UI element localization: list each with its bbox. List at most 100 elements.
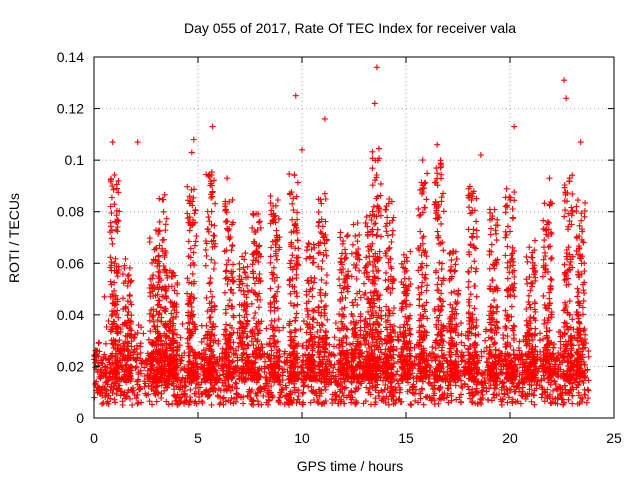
data-point: [585, 377, 592, 384]
data-point: [252, 390, 259, 397]
data-point: [468, 399, 475, 405]
data-point: [469, 386, 476, 393]
data-point: [531, 401, 538, 408]
data-point: [275, 397, 282, 404]
data-point: [250, 274, 257, 281]
data-point: [331, 334, 338, 341]
data-point: [498, 401, 505, 408]
data-point: [275, 283, 282, 290]
data-point: [169, 400, 176, 407]
data-point: [483, 326, 490, 333]
data-point: [134, 342, 140, 349]
data-point: [236, 260, 243, 267]
data-point: [417, 390, 424, 397]
data-point: [265, 398, 272, 404]
data-point: [114, 273, 121, 280]
data-point: [315, 219, 322, 226]
data-point: [524, 391, 531, 398]
data-point: [522, 332, 529, 339]
data-point: [418, 283, 425, 290]
data-point: [555, 386, 562, 393]
data-point: [140, 330, 147, 337]
data-point: [504, 399, 511, 406]
data-point: [264, 363, 271, 370]
data-point: [306, 254, 313, 261]
data-point: [461, 381, 468, 388]
data-point: [288, 257, 294, 264]
data-point: [110, 186, 117, 193]
data-point: [310, 308, 317, 314]
data-point: [448, 397, 455, 404]
data-point: [225, 382, 232, 388]
data-point: [344, 288, 351, 295]
data-point: [376, 393, 382, 400]
data-point: [298, 370, 305, 377]
data-point: [164, 275, 171, 281]
data-point: [228, 247, 235, 254]
data-point: [171, 392, 178, 399]
data-point: [326, 341, 333, 348]
data-point: [584, 366, 591, 373]
data-point: [212, 200, 219, 207]
data-point: [547, 391, 553, 398]
data-point: [436, 214, 442, 221]
data-point: [537, 330, 543, 337]
data-point: [343, 394, 350, 401]
data-point: [261, 368, 268, 375]
data-point: [585, 353, 592, 360]
data-point: [318, 276, 325, 283]
data-point: [423, 196, 430, 203]
data-point: [386, 195, 393, 202]
data-point: [555, 328, 562, 335]
data-point: [383, 269, 389, 276]
data-point: [191, 390, 198, 397]
data-point: [117, 388, 124, 395]
data-point: [466, 390, 473, 397]
data-point: [400, 251, 407, 258]
data-point: [120, 295, 126, 302]
data-point: [434, 228, 441, 235]
data-point: [215, 393, 222, 400]
data-point: [222, 398, 229, 405]
data-point: [415, 284, 422, 291]
data-point: [289, 200, 296, 207]
data-point: [248, 300, 255, 307]
data-point: [149, 385, 155, 392]
data-point: [137, 355, 144, 362]
data-point: [112, 399, 119, 406]
data-point: [202, 262, 209, 269]
data-point: [211, 233, 218, 239]
data-point: [364, 233, 371, 239]
data-point: [208, 208, 215, 215]
data-point: [580, 380, 587, 386]
data-point: [395, 336, 402, 343]
data-point: [192, 385, 199, 392]
data-point: [268, 347, 275, 354]
data-point: [109, 240, 116, 247]
data-point: [331, 375, 337, 382]
data-point: [263, 325, 270, 332]
data-point: [221, 382, 227, 389]
data-point: [120, 391, 127, 398]
data-point: [217, 399, 224, 406]
data-point: [348, 388, 355, 395]
data-point: [267, 285, 274, 292]
data-point: [440, 208, 447, 215]
data-point: [280, 324, 287, 331]
data-point: [388, 239, 395, 245]
data-point: [516, 379, 523, 386]
data-point: [149, 401, 155, 408]
data-point: [176, 386, 183, 393]
data-point: [465, 284, 472, 291]
data-point: [356, 231, 363, 238]
data-point: [321, 353, 328, 360]
data-point: [343, 384, 349, 391]
data-point: [216, 401, 223, 408]
data-point: [482, 368, 488, 375]
data-point: [440, 190, 447, 197]
data-point: [223, 386, 230, 393]
data-point: [369, 165, 376, 172]
data-point: [561, 382, 568, 389]
data-point: [285, 396, 292, 402]
data-point: [192, 238, 199, 245]
